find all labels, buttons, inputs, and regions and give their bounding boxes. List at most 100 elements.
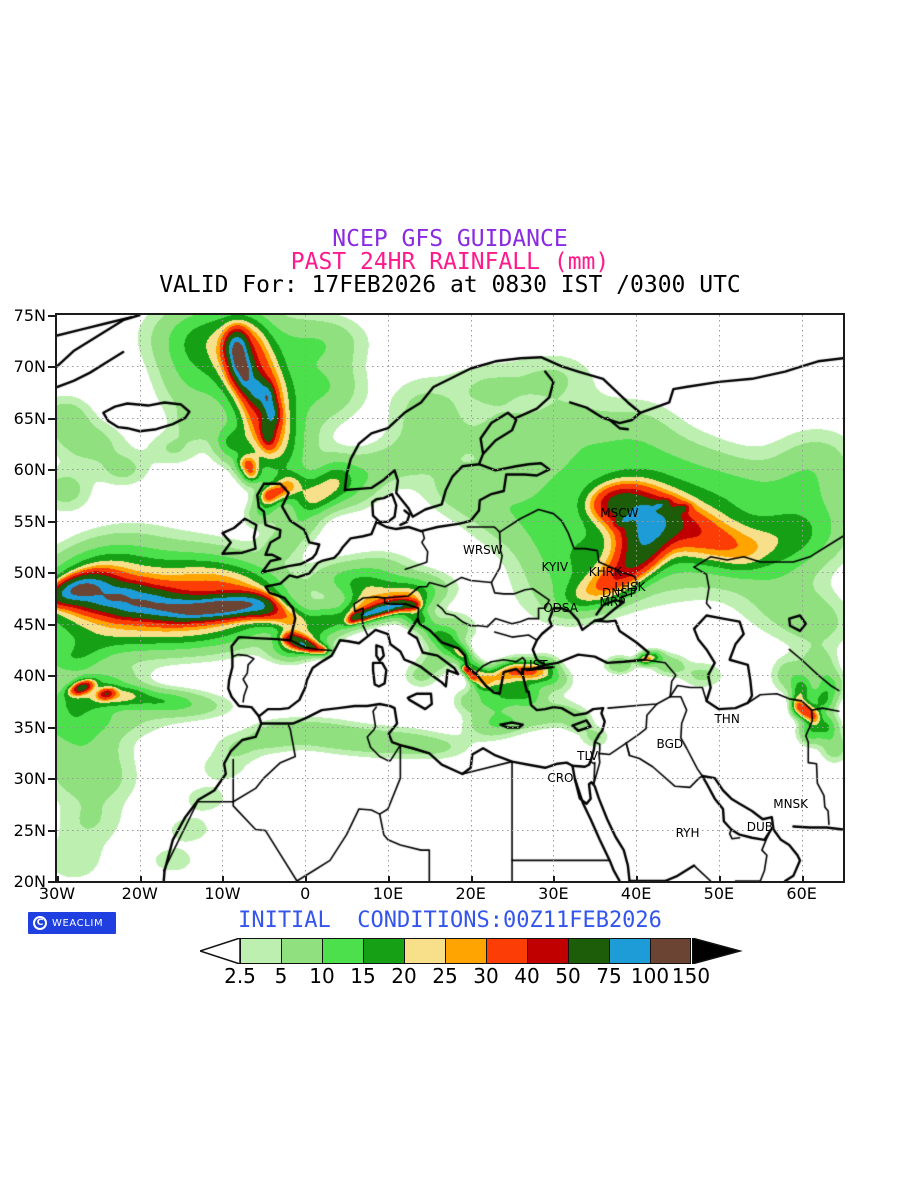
city-label: MRP bbox=[599, 595, 626, 610]
city-label: ODSA bbox=[543, 601, 578, 616]
colorbar-swatch bbox=[281, 938, 322, 964]
x-axis-tick-label: 50E bbox=[703, 884, 735, 903]
x-axis-tick-label: 10E bbox=[372, 884, 404, 903]
city-label: IST bbox=[529, 657, 548, 672]
colorbar-swatch bbox=[486, 938, 527, 964]
y-axis-tick-label: 55N bbox=[13, 511, 46, 531]
x-axis-tick bbox=[801, 876, 804, 883]
x-axis-tick-label: 10W bbox=[204, 884, 241, 903]
x-axis-tick bbox=[553, 876, 556, 883]
x-axis-tick-label: 40E bbox=[620, 884, 652, 903]
x-axis-tick bbox=[57, 876, 59, 883]
x-axis-tick bbox=[387, 876, 390, 883]
weaclim-logo: C WEACLIM bbox=[28, 912, 116, 934]
y-axis-tick bbox=[48, 520, 55, 523]
city-label: CRO bbox=[547, 771, 574, 786]
y-axis-tick-label: 45N bbox=[13, 614, 46, 634]
x-axis-tick-label: 20W bbox=[121, 884, 158, 903]
colorbar-tick-label: 150 bbox=[671, 964, 711, 988]
chart-title-block: NCEP GFS GUIDANCE PAST 24HR RAINFALL (mm… bbox=[0, 228, 900, 297]
colorbar-swatch bbox=[322, 938, 363, 964]
colorbar-tick-label: 10 bbox=[309, 964, 335, 988]
colorbar-tick-label: 15 bbox=[350, 964, 376, 988]
city-label: DUB bbox=[746, 820, 773, 835]
y-axis-tick bbox=[48, 778, 55, 781]
city-label: DNST bbox=[601, 585, 636, 600]
city-label: KYIV bbox=[541, 560, 569, 575]
city-label: LHSK bbox=[614, 579, 646, 594]
y-axis-tick-label: 50N bbox=[13, 563, 46, 583]
colorbar-swatch bbox=[445, 938, 486, 964]
city-label: MSCW bbox=[600, 505, 639, 520]
colorbar-swatch bbox=[363, 938, 404, 964]
y-axis-tick bbox=[48, 881, 55, 883]
x-axis-tick bbox=[139, 876, 142, 883]
title-field-text: PAST 24HR RAINFALL bbox=[290, 249, 540, 275]
y-axis-tick-label: 35N bbox=[13, 717, 46, 737]
colorbar-under-arrow bbox=[200, 938, 241, 964]
y-axis-tick-label: 65N bbox=[13, 408, 46, 428]
colorbar-tick-label: 30 bbox=[473, 964, 499, 988]
city-label: WRSW bbox=[462, 542, 503, 557]
rainfall-raster bbox=[57, 315, 843, 881]
weaclim-label: WEACLIM bbox=[52, 917, 104, 929]
title-valid: VALID For: 17FEB2026 at 0830 IST /0300 U… bbox=[159, 272, 741, 298]
x-axis-tick bbox=[222, 876, 225, 883]
colorbar-swatch bbox=[240, 938, 281, 964]
x-axis-tick-label: 30E bbox=[538, 884, 569, 903]
colorbar-swatch bbox=[527, 938, 568, 964]
colorbar-tick-label: 20 bbox=[391, 964, 417, 988]
colorbar-swatch bbox=[609, 938, 650, 964]
y-axis-tick bbox=[48, 315, 55, 317]
title-field: PAST 24HR RAINFALL (mm) bbox=[0, 251, 900, 274]
city-label: BGD bbox=[656, 737, 684, 752]
y-axis-tick bbox=[48, 366, 55, 369]
title-units: (mm) bbox=[553, 249, 610, 275]
y-axis-tick-label: 25N bbox=[13, 820, 46, 840]
x-axis-tick bbox=[636, 876, 639, 883]
colorbar-swatch bbox=[568, 938, 609, 964]
city-label: KHRK bbox=[588, 565, 622, 580]
y-axis-tick bbox=[48, 623, 55, 626]
colorbar-tick-label: 2.5 bbox=[224, 964, 256, 988]
city-label: RYH bbox=[675, 825, 700, 840]
colorbar-tick-label: 25 bbox=[432, 964, 458, 988]
colorbar-tick-label: 50 bbox=[555, 964, 581, 988]
colorbar-tick-labels: 2.5 5 10 15 20 25 30 40 50 75 100 150 bbox=[200, 964, 780, 988]
colorbar-over-arrow-svg bbox=[692, 938, 743, 964]
x-axis-tick-label: 30W bbox=[38, 884, 76, 903]
colorbar-swatch bbox=[650, 938, 691, 964]
colorbar-tick-label: 5 bbox=[274, 964, 288, 988]
copyright-icon: C bbox=[33, 916, 47, 930]
initial-conditions-text: INITIAL CONDITIONS:00Z11FEB2026 bbox=[238, 908, 662, 933]
y-axis-tick bbox=[48, 829, 55, 832]
colorbar bbox=[200, 938, 743, 964]
x-axis-tick bbox=[718, 876, 721, 883]
y-axis-tick bbox=[48, 469, 55, 472]
colorbar-tick-label: 40 bbox=[514, 964, 540, 988]
y-axis-tick-label: 75N bbox=[13, 306, 46, 325]
x-axis-tick bbox=[470, 876, 473, 883]
x-axis-tick-label: 20E bbox=[455, 884, 486, 903]
city-label: THN bbox=[714, 712, 740, 727]
y-axis-tick bbox=[48, 572, 55, 575]
city-label: MNSK bbox=[773, 796, 809, 811]
city-label: TLV bbox=[577, 749, 599, 764]
y-axis-tick-label: 40N bbox=[13, 666, 46, 686]
colorbar-over-arrow bbox=[692, 938, 743, 964]
x-axis-tick bbox=[305, 876, 308, 883]
colorbar-tick-label: 75 bbox=[596, 964, 622, 988]
y-axis-tick-label: 30N bbox=[13, 769, 46, 789]
x-axis-tick-label: 60E bbox=[786, 884, 817, 903]
y-axis-tick bbox=[48, 675, 55, 678]
y-axis-tick-label: 60N bbox=[13, 460, 46, 480]
x-axis-tick-label: 0 bbox=[300, 884, 311, 903]
colorbar-swatch bbox=[404, 938, 445, 964]
colorbar-cells bbox=[240, 938, 691, 964]
colorbar-tick-label: 100 bbox=[630, 964, 670, 988]
y-axis-tick bbox=[48, 726, 55, 729]
y-axis-tick-label: 70N bbox=[13, 357, 46, 377]
y-axis-tick bbox=[48, 417, 55, 420]
rainfall-map-panel[interactable] bbox=[55, 313, 845, 883]
title-model: NCEP GFS GUIDANCE bbox=[332, 226, 568, 252]
